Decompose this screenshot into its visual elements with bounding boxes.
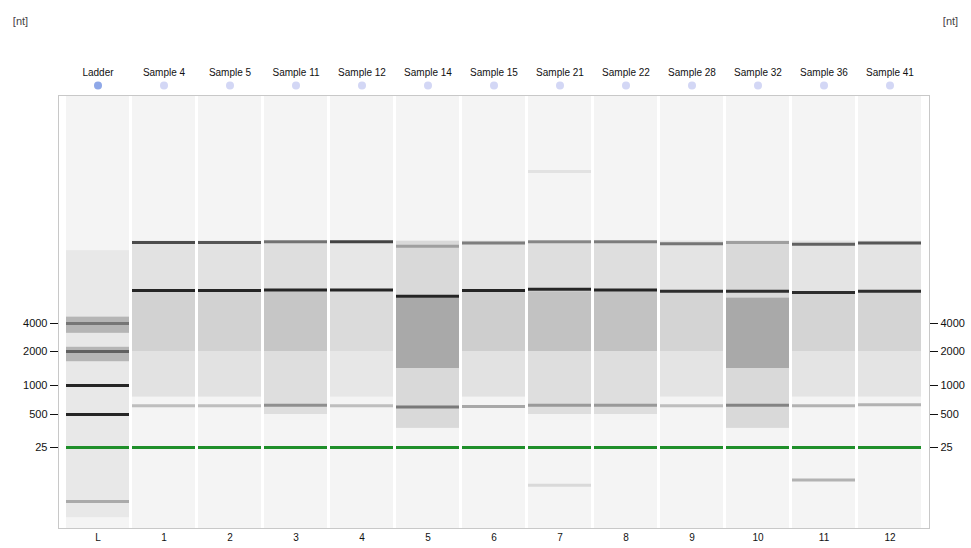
svg-text:9: 9	[689, 532, 695, 543]
svg-text:Sample 4: Sample 4	[143, 67, 186, 78]
svg-text:12: 12	[884, 532, 896, 543]
svg-text:Sample 36: Sample 36	[800, 67, 848, 78]
svg-text:500: 500	[941, 408, 959, 420]
svg-text:Sample 21: Sample 21	[536, 67, 584, 78]
svg-text:[nt]: [nt]	[943, 15, 958, 27]
svg-text:2000: 2000	[941, 345, 965, 357]
svg-text:4000: 4000	[941, 317, 965, 329]
svg-text:Sample 15: Sample 15	[470, 67, 518, 78]
svg-text:25: 25	[941, 441, 953, 453]
svg-text:Sample 32: Sample 32	[734, 67, 782, 78]
svg-text:5: 5	[425, 532, 431, 543]
svg-text:10: 10	[752, 532, 764, 543]
svg-text:Sample 12: Sample 12	[338, 67, 386, 78]
svg-text:4: 4	[359, 532, 365, 543]
svg-text:L: L	[95, 532, 101, 543]
svg-text:8: 8	[623, 532, 629, 543]
svg-text:500: 500	[29, 408, 47, 420]
svg-text:[nt]: [nt]	[13, 15, 28, 27]
svg-text:25: 25	[35, 441, 47, 453]
svg-text:6: 6	[491, 532, 497, 543]
svg-text:2000: 2000	[23, 345, 47, 357]
svg-text:1000: 1000	[941, 379, 965, 391]
svg-text:Sample 14: Sample 14	[404, 67, 452, 78]
svg-text:Ladder: Ladder	[82, 67, 114, 78]
svg-text:Sample 5: Sample 5	[209, 67, 252, 78]
svg-text:7: 7	[557, 532, 563, 543]
svg-text:1000: 1000	[23, 379, 47, 391]
svg-text:Sample 11: Sample 11	[272, 67, 320, 78]
svg-text:11: 11	[819, 532, 830, 543]
svg-text:Sample 28: Sample 28	[668, 67, 716, 78]
svg-text:Sample 22: Sample 22	[602, 67, 650, 78]
svg-text:4000: 4000	[23, 317, 47, 329]
svg-text:Sample 41: Sample 41	[866, 67, 914, 78]
svg-text:2: 2	[227, 532, 233, 543]
svg-text:1: 1	[161, 532, 167, 543]
svg-text:3: 3	[293, 532, 299, 543]
